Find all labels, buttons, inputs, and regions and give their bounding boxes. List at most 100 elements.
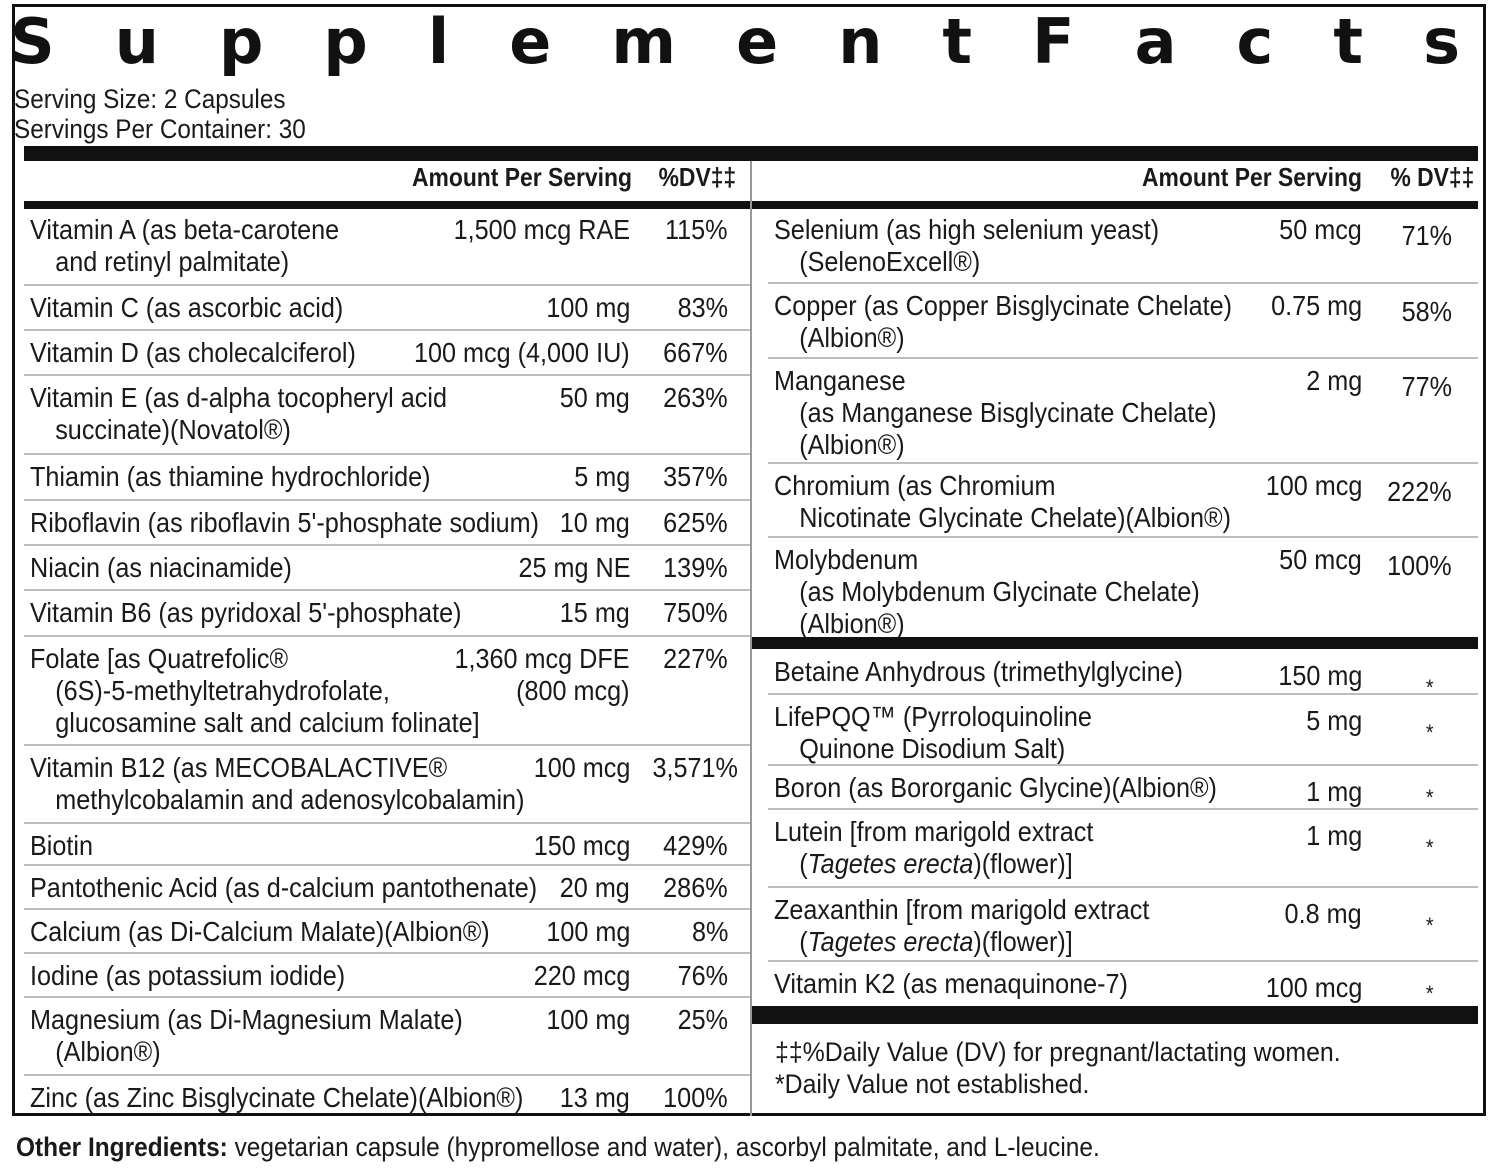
nutrient-name-line: Calcium (as Di-Calcium Malate)(Albion®) (30, 916, 490, 947)
daily-value: 115% (665, 214, 728, 245)
nutrient-name: Riboflavin (as riboflavin 5'-phosphate s… (30, 507, 539, 539)
amount-per-serving: 0.8 mg (1284, 898, 1362, 929)
amount-per-serving: 100 mcg (533, 752, 630, 784)
daily-value: 750% (663, 597, 728, 628)
amount-per-serving: 13 mg (560, 1082, 630, 1114)
table-row: Vitamin K2 (as menaquinone-7) 100 mcg * (768, 962, 1478, 1006)
nutrient-name-line: glucosamine salt and calcium folinate] (55, 707, 480, 738)
table-row: Vitamin C (as ascorbic acid) 100 mg 83% (24, 286, 750, 331)
title-letter: F (1032, 5, 1075, 78)
nutrient-name-line: Betaine Anhydrous (trimethylglycine) (774, 656, 1184, 687)
table-row: Vitamin B12 (as MECOBALACTIVE® methylcoba… (24, 746, 750, 824)
nutrient-name: Pantothenic Acid (as d-calcium pantothen… (30, 872, 537, 904)
nutrient-name: Calcium (as Di-Calcium Malate)(Albion®) (30, 916, 490, 948)
daily-value: * (1426, 981, 1434, 1006)
table-row: Vitamin B6 (as pyridoxal 5'-phosphate) 15… (24, 591, 750, 637)
nutrient-name: Magnesium (as Di-Magnesium Malate) (Albio… (30, 1004, 463, 1068)
nutrient-name-line: LifePQQ™ (Pyrroloquinoline (774, 701, 1092, 732)
daily-value: 429% (663, 830, 728, 861)
amount-per-serving: 20 mg (560, 872, 630, 904)
nutrient-name-line: Lutein [from marigold extract (774, 816, 1094, 847)
nutrient-name: Vitamin B12 (as MECOBALACTIVE® methylcoba… (30, 752, 524, 816)
other-ingredients: Other Ingredients: vegetarian capsule (h… (16, 1130, 1100, 1164)
table-row: Chromium (as Chromium Nicotinate Glycinat… (768, 464, 1478, 538)
nutrient-name: Zinc (as Zinc Bisglycinate Chelate)(Albi… (30, 1082, 523, 1114)
star-footnote: *Daily Value not established. (775, 1069, 1090, 1099)
amount-per-serving: 100 mg (546, 1004, 630, 1036)
nutrient-name-line: Magnesium (as Di-Magnesium Malate) (30, 1004, 463, 1035)
right-amount-header: Amount Per Serving (1142, 162, 1362, 192)
nutrient-name: Iodine (as potassium iodide) (30, 960, 345, 992)
nutrient-name-line: Zinc (as Zinc Bisglycinate Chelate)(Albi… (30, 1082, 524, 1113)
nutrient-name: Lutein [from marigold extract (Tagetes er… (774, 816, 1093, 880)
nutrient-name-line: Iodine (as potassium iodide) (30, 960, 346, 991)
nutrient-name-line: (as Manganese Bisglycinate Chelate) (799, 397, 1217, 428)
nutrient-name: Boron (as Bororganic Glycine)(Albion®) (774, 772, 1217, 804)
nutrient-name-line: Niacin (as niacinamide) (30, 552, 292, 583)
daily-value: 222% (1387, 476, 1452, 507)
daily-value: 263% (663, 382, 728, 413)
table-row: Boron (as Bororganic Glycine)(Albion®) 1 … (768, 766, 1478, 810)
amount-per-serving: 1 mg (1305, 776, 1362, 807)
nutrient-name-line: Nicotinate Glycinate Chelate)(Albion®) (799, 502, 1231, 533)
nutrient-name-line: (Tagetes erecta)(flower)] (799, 926, 1073, 957)
daily-value: 357% (663, 461, 728, 492)
amount-line: 10 mg (559, 507, 630, 538)
nutrient-name: Selenium (as high selenium yeast) (Seleno… (774, 214, 1159, 278)
nutrient-name-line: Zeaxanthin [from marigold extract (774, 894, 1150, 925)
nutrient-name: Vitamin C (as ascorbic acid) (30, 292, 343, 324)
title-letter: c (1236, 5, 1274, 78)
nutrient-name-line: and retinyl palmitate) (55, 246, 290, 277)
amount-per-serving: 100 mg (546, 916, 630, 948)
nutrient-name: Zeaxanthin [from marigold extract (Tagete… (774, 894, 1149, 958)
daily-value: * (1426, 785, 1434, 810)
nutrient-name-line: Folate [as Quatrefolic® (30, 643, 289, 674)
title-letter: s (1423, 5, 1460, 78)
amount-per-serving: 100 mcg (1265, 470, 1362, 501)
amount-per-serving: 1,500 mcg RAE (454, 214, 630, 246)
other-ingredients-text: vegetarian capsule (hypromellose and wat… (227, 1132, 1100, 1162)
amount-per-serving: 0.75 mg (1270, 290, 1362, 321)
amount-line: 25 mg NE (517, 552, 630, 583)
amount-per-serving: 25 mg NE (518, 552, 630, 584)
nutrient-name: Biotin (30, 830, 93, 862)
amount-line: 50 mg (559, 382, 630, 413)
right-mid-divider (752, 637, 1478, 649)
daily-value: 58% (1401, 296, 1452, 327)
amount-per-serving: 150 mcg (533, 830, 630, 862)
table-row: Selenium (as high selenium yeast) (Seleno… (768, 208, 1478, 284)
left-dv-header: %DV‡‡ (658, 162, 736, 192)
nutrient-name-line: Vitamin D (as cholecalciferol) (30, 337, 356, 368)
nutrient-name-line: Thiamin (as thiamine hydrochloride) (30, 461, 431, 492)
servings-per-container: Servings Per Container: 30 (14, 114, 306, 144)
nutrient-name-line: Manganese (774, 365, 906, 396)
table-row: Zeaxanthin [from marigold extract (Tagete… (768, 888, 1478, 962)
table-row: Lutein [from marigold extract (Tagetes er… (768, 810, 1478, 888)
other-ingredients-label: Other Ingredients: (16, 1132, 228, 1162)
left-header-divider (24, 201, 750, 209)
table-row: Magnesium (as Di-Magnesium Malate) (Albio… (24, 998, 750, 1076)
title-letter: e (736, 5, 779, 78)
nutrient-name: Vitamin A (as beta-carotene and retinyl p… (30, 214, 339, 278)
nutrient-name-line: Copper (as Copper Bisglycinate Chelate) (774, 290, 1233, 321)
nutrient-name-line: Riboflavin (as riboflavin 5'-phosphate s… (30, 507, 540, 538)
nutrient-name-line: Quinone Disodium Salt) (799, 733, 1066, 764)
amount-line: 100 mcg (533, 752, 630, 783)
daily-value: 100% (1387, 550, 1452, 581)
title-letter: n (838, 5, 883, 78)
nutrient-name-line: Selenium (as high selenium yeast) (774, 214, 1160, 245)
nutrient-name-line: succinate)(Novatol®) (55, 414, 291, 445)
table-row: Vitamin A (as beta-carotene and retinyl p… (24, 208, 750, 286)
table-row: Biotin 150 mcg 429% (24, 824, 750, 866)
daily-value: 625% (663, 507, 728, 538)
table-row: Vitamin D (as cholecalciferol) 100 mcg (4… (24, 331, 750, 376)
left-amount-header: Amount Per Serving (412, 162, 632, 192)
amount-per-serving: 5 mg (574, 461, 630, 493)
amount-line: 1,500 mcg RAE (453, 214, 630, 245)
supplement-facts-panel (12, 4, 1486, 1116)
daily-value: 139% (663, 552, 728, 583)
daily-value: 286% (663, 872, 728, 903)
table-row: Riboflavin (as riboflavin 5'-phosphate s… (24, 501, 750, 546)
amount-per-serving: 100 mg (546, 292, 630, 324)
table-row: Niacin (as niacinamide) 25 mg NE 139% (24, 546, 750, 591)
